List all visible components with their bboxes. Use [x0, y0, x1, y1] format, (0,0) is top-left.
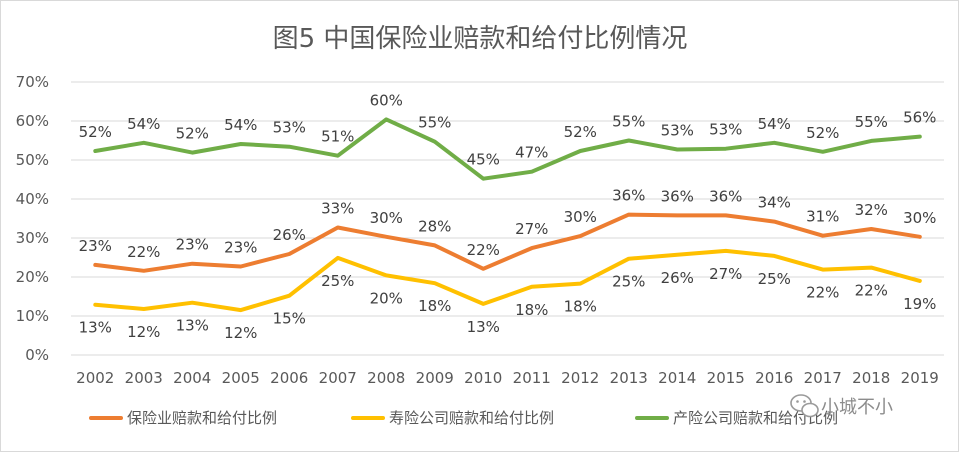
x-axis: 2002 2003 2004 2005 2006 2007 2008 2009 2010 2011…: [76, 369, 939, 387]
data-label: 22%: [467, 241, 500, 259]
series-line-2: [93, 248, 922, 313]
data-label: 13%: [79, 319, 112, 337]
gridlines: [71, 81, 944, 356]
data-labels: 23% 22% 23% 23% 26% 33% 30% 28% 22% 27% 30% 36% 36% 3…: [79, 91, 937, 342]
data-label: 54%: [127, 115, 160, 133]
y-axis: 0% 10% 20% 30% 40% 50% 60% 70%: [16, 73, 49, 364]
y-tick-label: 30%: [16, 229, 49, 247]
x-tick-label: 2015: [707, 369, 745, 387]
data-label: 52%: [564, 123, 597, 141]
data-label: 18%: [515, 301, 548, 319]
data-label: 30%: [903, 209, 936, 227]
data-label: 53%: [709, 121, 742, 139]
watermark: 小城不小: [790, 394, 893, 418]
legend: 保险业赔款和给付比例 寿险公司赔款和给付比例 产险公司赔款和给付比例: [89, 409, 838, 427]
data-label: 30%: [370, 209, 403, 227]
data-label: 25%: [321, 272, 354, 290]
data-label: 12%: [224, 324, 257, 342]
y-tick-label: 60%: [16, 112, 49, 130]
data-label: 19%: [903, 295, 936, 313]
x-tick-label: 2019: [901, 369, 939, 387]
x-tick-label: 2008: [367, 369, 405, 387]
x-tick-label: 2004: [173, 369, 211, 387]
data-label: 22%: [855, 282, 888, 300]
x-tick-label: 2010: [464, 369, 502, 387]
data-label: 52%: [806, 124, 839, 142]
data-label: 27%: [709, 265, 742, 283]
watermark-text: 小城不小: [821, 397, 893, 418]
data-label: 23%: [224, 238, 257, 256]
data-label: 54%: [758, 115, 791, 133]
legend-label: 产险公司赔款和给付比例: [673, 409, 838, 427]
x-tick-label: 2009: [416, 369, 454, 387]
data-label: 25%: [612, 273, 645, 291]
data-label: 53%: [273, 119, 306, 137]
data-label: 52%: [176, 125, 209, 143]
data-label: 51%: [321, 128, 354, 146]
data-label: 34%: [758, 194, 791, 212]
data-label: 55%: [418, 114, 451, 132]
x-tick-label: 2018: [852, 369, 890, 387]
series-line-3: [93, 117, 922, 181]
data-label: 33%: [321, 199, 354, 217]
data-label: 18%: [418, 297, 451, 315]
x-tick-label: 2007: [319, 369, 357, 387]
x-tick-label: 2011: [513, 369, 551, 387]
y-tick-label: 0%: [25, 346, 49, 364]
data-label: 55%: [855, 113, 888, 131]
legend-label: 寿险公司赔款和给付比例: [389, 409, 554, 427]
x-tick-label: 2013: [610, 369, 648, 387]
data-label: 13%: [176, 317, 209, 335]
data-label: 23%: [79, 237, 112, 255]
data-label: 54%: [224, 116, 257, 134]
x-tick-label: 2002: [76, 369, 114, 387]
legend-label: 保险业赔款和给付比例: [127, 409, 277, 427]
x-tick-label: 2005: [222, 369, 260, 387]
data-label: 32%: [855, 201, 888, 219]
data-label: 36%: [661, 187, 694, 205]
data-label: 52%: [79, 123, 112, 141]
data-label: 12%: [127, 323, 160, 341]
data-label: 30%: [564, 208, 597, 226]
y-tick-label: 10%: [16, 307, 49, 325]
series-lines: [93, 117, 922, 313]
data-label: 31%: [806, 208, 839, 226]
data-label: 60%: [370, 91, 403, 109]
x-tick-label: 2014: [658, 369, 696, 387]
chart-title: 图5 中国保险业赔款和给付比例情况: [273, 24, 688, 54]
x-tick-label: 2012: [561, 369, 599, 387]
data-label: 22%: [127, 243, 160, 261]
y-tick-label: 70%: [16, 73, 49, 91]
data-label: 45%: [467, 151, 500, 169]
data-label: 22%: [806, 284, 839, 302]
data-label: 26%: [661, 269, 694, 287]
data-label: 36%: [612, 187, 645, 205]
y-tick-label: 40%: [16, 190, 49, 208]
data-label: 25%: [758, 270, 791, 288]
data-label: 23%: [176, 236, 209, 254]
x-tick-label: 2016: [755, 369, 793, 387]
data-label: 53%: [661, 121, 694, 139]
y-tick-label: 20%: [16, 268, 49, 286]
y-tick-label: 50%: [16, 151, 49, 169]
data-label: 15%: [273, 310, 306, 328]
series-line-1: [93, 212, 922, 273]
data-label: 47%: [515, 144, 548, 162]
data-label: 20%: [370, 289, 403, 307]
data-label: 55%: [612, 113, 645, 131]
data-label: 28%: [418, 217, 451, 235]
x-tick-label: 2006: [270, 369, 308, 387]
data-label: 27%: [515, 220, 548, 238]
data-label: 26%: [273, 226, 306, 244]
wechat-icon: [790, 394, 819, 418]
data-label: 13%: [467, 318, 500, 336]
data-label: 18%: [564, 298, 597, 316]
x-tick-label: 2003: [125, 369, 163, 387]
data-label: 56%: [903, 109, 936, 127]
x-tick-label: 2017: [804, 369, 842, 387]
data-label: 36%: [709, 187, 742, 205]
